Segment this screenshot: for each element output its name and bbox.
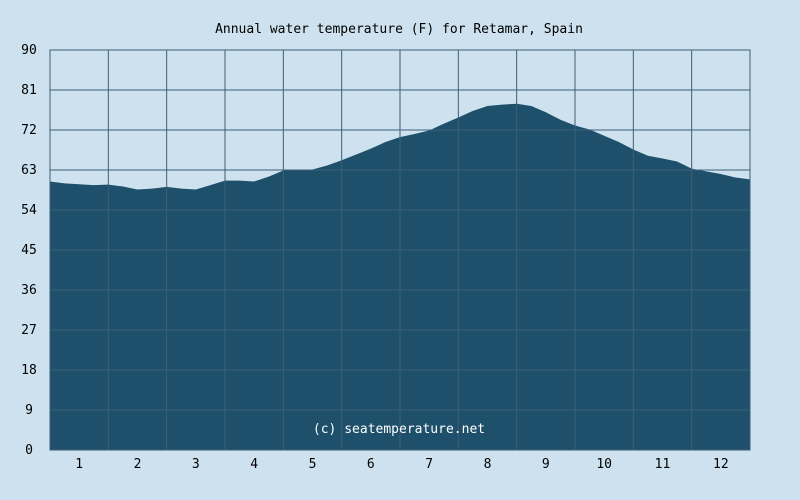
x-tick-label: 10: [596, 457, 612, 472]
x-tick-label: 6: [367, 457, 375, 472]
y-tick-label: 72: [21, 123, 37, 138]
x-tick-label: 12: [713, 457, 729, 472]
x-tick-label: 1: [75, 457, 83, 472]
watermark-text: (c) seatemperature.net: [313, 422, 485, 437]
x-tick-label: 4: [250, 457, 258, 472]
x-tick-label: 5: [309, 457, 317, 472]
x-tick-label: 3: [192, 457, 200, 472]
y-tick-label: 0: [25, 443, 33, 458]
x-tick-label: 8: [484, 457, 492, 472]
y-tick-label: 81: [21, 83, 37, 98]
plot-frame: [49, 49, 751, 451]
chart-title: Annual water temperature (F) for Retamar…: [215, 22, 583, 37]
x-tick-label: 7: [425, 457, 433, 472]
x-tick-label: 2: [134, 457, 142, 472]
y-tick-label: 36: [21, 283, 37, 298]
x-axis-ticks: 1 2 3 4 5 6 7 8 9 10 11 12: [75, 457, 728, 472]
y-tick-label: 9: [25, 403, 33, 418]
x-tick-label: 11: [655, 457, 671, 472]
y-tick-label: 27: [21, 323, 37, 338]
y-axis-ticks: 0 9 18 27 36 45 54 63 72 81 90: [21, 43, 37, 458]
y-tick-label: 45: [21, 243, 37, 258]
x-tick-label: 9: [542, 457, 550, 472]
y-tick-label: 54: [21, 203, 37, 218]
y-tick-label: 18: [21, 363, 37, 378]
y-tick-label: 90: [21, 43, 37, 58]
y-tick-label: 63: [21, 163, 37, 178]
